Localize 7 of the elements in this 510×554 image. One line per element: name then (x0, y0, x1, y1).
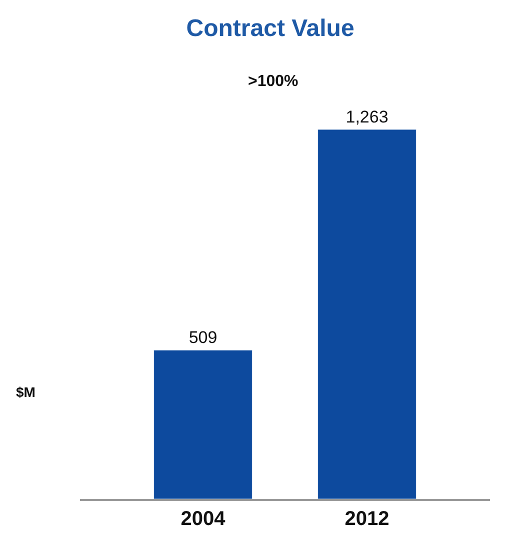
data-label: 1,263 (346, 107, 388, 126)
x-tick-label: 2004 (180, 508, 226, 530)
chart-title: Contract Value (186, 15, 354, 42)
data-label: 509 (188, 328, 218, 348)
y-axis-title: $M (16, 384, 36, 400)
text: >100% (248, 73, 298, 90)
x-tick-label: 2012 (344, 508, 390, 530)
